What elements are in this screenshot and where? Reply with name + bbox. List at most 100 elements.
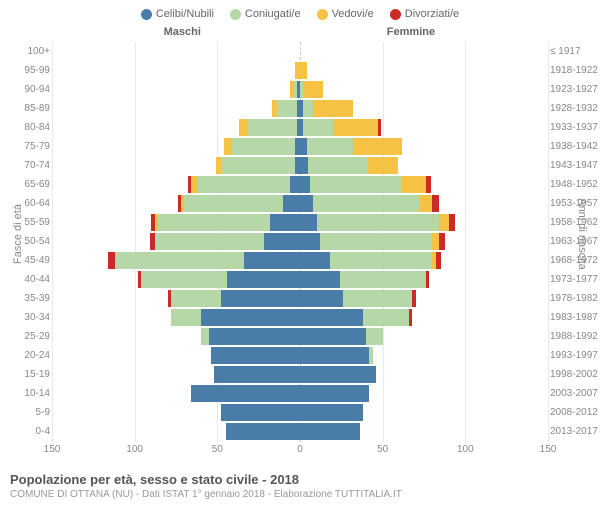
bar-stack: [191, 385, 300, 402]
bar-segment: [317, 214, 439, 231]
bar-stack: [300, 100, 353, 117]
bar-segment: [333, 119, 378, 136]
bar-segment: [171, 290, 221, 307]
pyramid-row: 20-241993-1997: [52, 346, 548, 365]
bar-segment: [214, 366, 300, 383]
bar-stack: [178, 195, 300, 212]
female-half: [300, 365, 548, 384]
x-tick: 50: [212, 444, 223, 455]
bar-segment: [313, 195, 419, 212]
birth-label: 2013-2017: [550, 426, 600, 437]
bar-segment: [300, 290, 343, 307]
bar-segment: [141, 271, 227, 288]
bar-segment: [436, 252, 441, 269]
legend-item: Coniugati/e: [230, 8, 301, 20]
bar-stack: [300, 138, 402, 155]
bar-stack: [300, 366, 376, 383]
bar-segment: [419, 195, 432, 212]
pyramid-row: 75-791938-1942: [52, 137, 548, 156]
legend-dot: [230, 9, 241, 20]
bar-stack: [300, 423, 360, 440]
bar-stack: [214, 366, 300, 383]
bar-segment: [402, 176, 425, 193]
male-half: [52, 232, 300, 251]
bar-segment: [221, 290, 300, 307]
footer: Popolazione per età, sesso e stato civil…: [10, 472, 590, 500]
bar-stack: [300, 233, 445, 250]
bar-segment: [244, 252, 300, 269]
x-axis: 15010050050100150: [10, 444, 590, 462]
pyramid-row: 90-941923-1927: [52, 80, 548, 99]
female-half: [300, 80, 548, 99]
male-half: [52, 42, 300, 61]
bar-segment: [300, 328, 366, 345]
bar-stack: [108, 252, 300, 269]
male-half: [52, 403, 300, 422]
birth-label: 1918-1922: [550, 65, 600, 76]
header-female: Femmine: [387, 26, 435, 38]
birth-label: ≤ 1917: [550, 46, 600, 57]
birth-label: 1953-1957: [550, 198, 600, 209]
bar-stack: [300, 62, 307, 79]
bar-segment: [363, 309, 409, 326]
x-tick: 150: [540, 444, 557, 455]
legend-dot: [317, 9, 328, 20]
bar-segment: [226, 423, 300, 440]
bar-segment: [307, 138, 353, 155]
bar-segment: [303, 119, 333, 136]
bar-segment: [300, 271, 340, 288]
female-half: [300, 403, 548, 422]
birth-label: 1993-1997: [550, 350, 600, 361]
age-label: 40-44: [16, 274, 50, 285]
bar-segment: [211, 347, 300, 364]
birth-label: 1948-1952: [550, 179, 600, 190]
birth-label: 1958-1962: [550, 217, 600, 228]
birth-label: 1938-1942: [550, 141, 600, 152]
bar-segment: [330, 252, 433, 269]
x-tick: 150: [44, 444, 61, 455]
age-label: 30-34: [16, 312, 50, 323]
bar-segment: [270, 214, 300, 231]
female-half: [300, 194, 548, 213]
bar-segment: [343, 290, 412, 307]
age-label: 25-29: [16, 331, 50, 342]
male-half: [52, 251, 300, 270]
pyramid-row: 60-641953-1957: [52, 194, 548, 213]
legend-item: Divorziati/e: [390, 8, 459, 20]
pyramid-row: 15-191998-2002: [52, 365, 548, 384]
bar-stack: [300, 214, 455, 231]
male-half: [52, 346, 300, 365]
bar-segment: [283, 195, 300, 212]
female-half: [300, 384, 548, 403]
male-half: [52, 289, 300, 308]
bar-segment: [247, 119, 297, 136]
legend: Celibi/Nubili Coniugati/e Vedovi/e Divorzia…: [10, 8, 590, 20]
male-half: [52, 61, 300, 80]
bar-segment: [300, 385, 369, 402]
legend-label: Celibi/Nubili: [156, 8, 214, 20]
female-half: [300, 327, 548, 346]
bar-stack: [188, 176, 300, 193]
female-half: [300, 232, 548, 251]
pyramid-row: 55-591958-1962: [52, 213, 548, 232]
bar-segment: [366, 328, 383, 345]
age-label: 50-54: [16, 236, 50, 247]
bar-segment: [426, 176, 431, 193]
bar-segment: [239, 119, 247, 136]
birth-label: 1928-1932: [550, 103, 600, 114]
birth-label: 1933-1937: [550, 122, 600, 133]
bar-stack: [211, 347, 300, 364]
bar-segment: [115, 252, 244, 269]
female-half: [300, 422, 548, 441]
bar-stack: [224, 138, 300, 155]
pyramid-row: 5-92008-2012: [52, 403, 548, 422]
birth-label: 1973-1977: [550, 274, 600, 285]
bar-segment: [221, 404, 300, 421]
bar-stack: [300, 290, 416, 307]
legend-item: Vedovi/e: [317, 8, 374, 20]
female-half: [300, 289, 548, 308]
bar-segment: [300, 62, 307, 79]
bar-stack: [300, 309, 412, 326]
bar-segment: [300, 157, 308, 174]
age-label: 10-14: [16, 388, 50, 399]
